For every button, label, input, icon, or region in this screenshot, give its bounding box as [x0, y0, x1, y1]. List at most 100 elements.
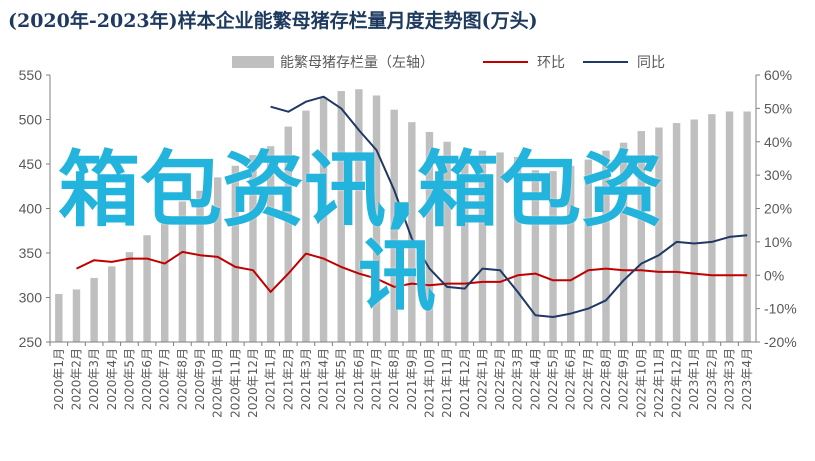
legend-label-bar: 能繁母猪存栏量（左轴）	[280, 55, 434, 71]
x-tick-label: 2022年10月	[634, 348, 648, 418]
x-tick-label: 2022年5月	[546, 348, 560, 410]
bar	[461, 152, 469, 342]
bar	[443, 141, 451, 342]
y-right-tick-label: 30%	[764, 167, 792, 183]
x-tick-label: 2021年5月	[334, 348, 348, 410]
bar	[143, 235, 151, 342]
bar	[55, 293, 63, 342]
x-tick-label: 2021年12月	[458, 348, 472, 418]
x-tick-label: 2020年12月	[246, 348, 260, 418]
bar	[213, 177, 222, 342]
bar	[231, 165, 240, 342]
bar	[672, 123, 681, 342]
chart-title: (2020年-2023年)样本企业能繁母猪存栏量月度走势图(万头)	[8, 10, 538, 32]
y-left-tick-label: 250	[19, 334, 43, 350]
bar	[125, 252, 134, 342]
bar	[655, 127, 663, 342]
bar	[602, 150, 610, 342]
bar	[302, 110, 310, 342]
x-tick-label: 2022年3月	[511, 348, 525, 410]
x-tick-label: 2020年3月	[87, 348, 101, 410]
x-tick-label: 2020年10月	[211, 348, 225, 418]
x-tick-label: 2020年6月	[140, 348, 154, 410]
x-tick-label: 2021年4月	[317, 348, 331, 410]
bar	[284, 126, 292, 343]
line-series	[76, 95, 748, 318]
x-tick-label: 2020年5月	[122, 348, 136, 410]
y-right-tick-label: 0%	[764, 267, 784, 283]
x-tick-label: 2020年11月	[228, 348, 242, 418]
x-tick-label: 2022年2月	[493, 348, 507, 410]
x-tick-label: 2020年2月	[69, 348, 83, 410]
bar	[337, 91, 345, 343]
x-tick-label: 2023年3月	[723, 348, 737, 410]
x-tick-label: 2023年2月	[705, 348, 719, 410]
bar	[90, 277, 98, 342]
y-left-tick-label: 450	[19, 156, 43, 172]
bar	[390, 109, 398, 343]
x-tick-label: 2022年7月	[581, 348, 595, 410]
bar	[372, 95, 381, 342]
x-tick-label: 2021年8月	[387, 348, 401, 410]
y-right-tick-label: 60%	[764, 67, 792, 83]
x-tick-label: 2021年6月	[352, 348, 366, 410]
x-tick-label: 2021年3月	[299, 348, 313, 410]
bar-series	[55, 89, 751, 343]
y-left-tick-label: 350	[19, 245, 43, 261]
x-tick-label: 2021年10月	[422, 348, 436, 418]
legend-label-huanbi: 环比	[537, 55, 565, 71]
x-tick-label: 2021年2月	[281, 348, 295, 410]
x-tick-label: 2022年12月	[670, 348, 684, 418]
bar	[708, 114, 716, 342]
x-tick-label: 2023年4月	[740, 348, 754, 410]
x-tick-label: 2021年1月	[264, 348, 278, 410]
bar	[496, 152, 504, 342]
bar	[725, 111, 734, 343]
y-right-tick-label: 10%	[764, 234, 792, 250]
x-tick-label: 2020年8月	[175, 348, 189, 410]
bar	[566, 165, 575, 342]
axes: 250 300 350 400 450 500 550 -20% -10% 0% 10% 20% 30%…	[19, 67, 797, 418]
title-bar: (2020年-2023年)样本企业能繁母猪存栏量月度走势图(万头)	[0, 0, 815, 38]
x-tick-label: 2022年4月	[528, 348, 542, 410]
y-right-tick-label: -20%	[764, 334, 797, 350]
bar	[196, 190, 204, 342]
bar	[72, 289, 81, 342]
bar	[249, 155, 257, 342]
bar	[549, 171, 557, 342]
x-tick-label: 2020年4月	[105, 348, 119, 410]
bar	[266, 146, 275, 342]
bar	[408, 122, 416, 342]
bar	[514, 156, 522, 342]
bar	[690, 119, 698, 342]
bar	[619, 142, 628, 342]
line-tongbi	[270, 95, 748, 318]
bar	[743, 111, 751, 343]
bar	[531, 170, 540, 342]
legend-label-tongbi: 同比	[637, 55, 665, 71]
bar	[178, 201, 187, 342]
y-left-tick-label: 500	[19, 112, 43, 128]
y-right-tick-label: 20%	[764, 201, 792, 217]
x-tick-label: 2023年1月	[687, 348, 701, 410]
x-tick-label: 2022年11月	[652, 348, 666, 418]
x-tick-label: 2020年7月	[158, 348, 172, 410]
x-tick-label: 2022年9月	[617, 348, 631, 410]
legend-swatch-bar	[232, 56, 274, 68]
bar	[108, 266, 116, 342]
y-left-tick-label: 550	[19, 67, 43, 83]
y-left-tick-label: 400	[19, 201, 43, 217]
x-tick-label: 2022年1月	[475, 348, 489, 410]
bar	[584, 159, 593, 342]
bar	[478, 150, 487, 342]
bar	[355, 89, 363, 343]
y-right-tick-label: 40%	[764, 134, 792, 150]
watermark-line-2: 讯	[358, 232, 437, 322]
y-left-tick-label: 300	[19, 290, 43, 306]
x-tick-label: 2020年1月	[52, 348, 66, 410]
x-tick-label: 2022年6月	[564, 348, 578, 410]
x-tick-label: 2021年9月	[405, 348, 419, 410]
x-tick-label: 2020年9月	[193, 348, 207, 410]
y-right-tick-label: 50%	[764, 100, 792, 116]
